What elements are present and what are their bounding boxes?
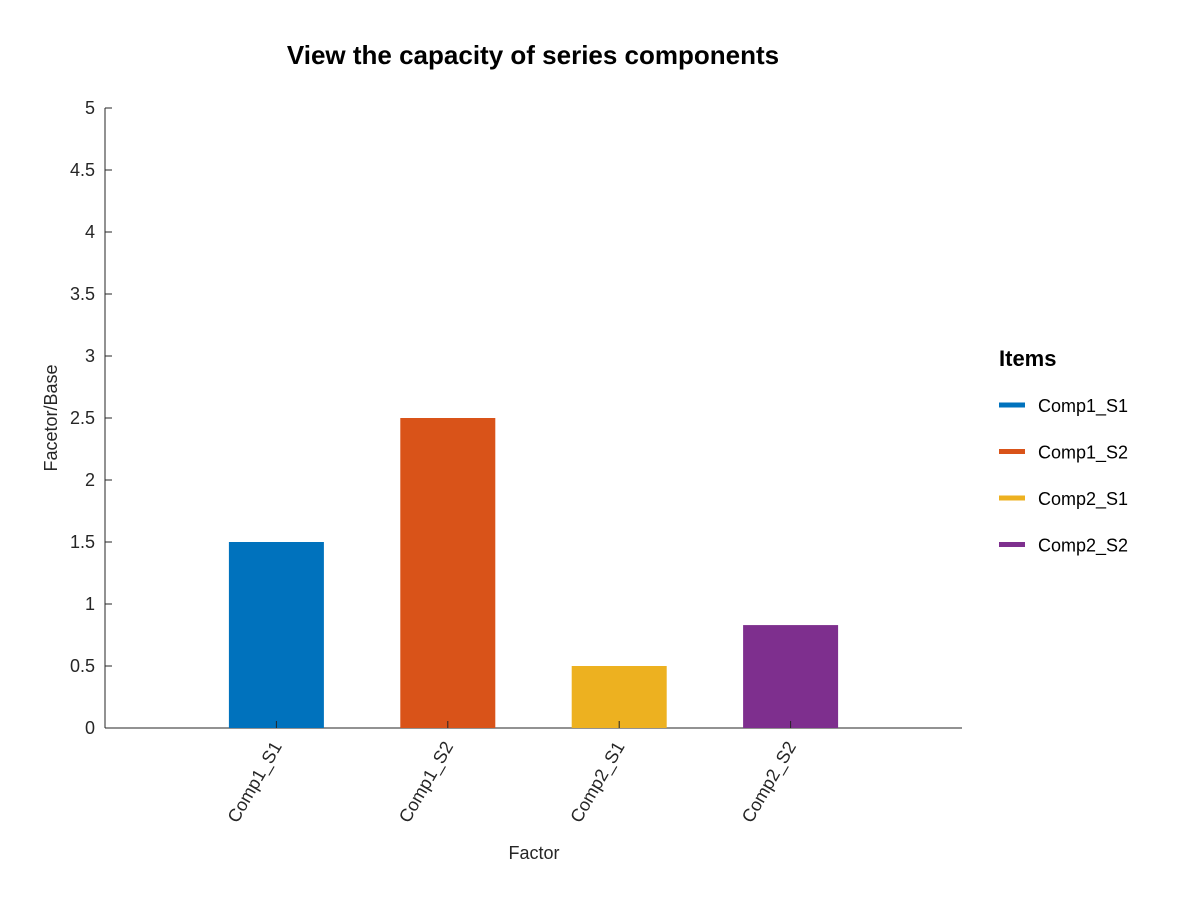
legend: Items Comp1_S1 Comp1_S2 Comp2_S1 Comp2_S2 xyxy=(999,346,1128,557)
x-axis-title: Factor xyxy=(508,843,559,863)
y-tick-label: 0.5 xyxy=(70,656,95,676)
y-tick-label: 4 xyxy=(85,222,95,242)
chart-title: View the capacity of series components xyxy=(287,40,779,70)
y-tick-label: 2 xyxy=(85,470,95,490)
legend-title: Items xyxy=(999,346,1056,371)
legend-label: Comp1_S2 xyxy=(1038,443,1128,464)
legend-label: Comp1_S1 xyxy=(1038,396,1128,417)
y-tick-label: 1.5 xyxy=(70,532,95,552)
y-tick-label: 1 xyxy=(85,594,95,614)
y-tick-label: 5 xyxy=(85,98,95,118)
x-tick-label: Comp2_S1 xyxy=(566,738,629,826)
legend-label: Comp2_S2 xyxy=(1038,536,1128,557)
bar-comp2-s2 xyxy=(743,625,839,728)
x-tick-label: Comp2_S2 xyxy=(738,738,801,826)
y-tick-label: 2.5 xyxy=(70,408,95,428)
y-tick-label: 4.5 xyxy=(70,160,95,180)
x-tick-label: Comp1_S1 xyxy=(224,738,287,826)
bar-comp2-s1 xyxy=(571,666,667,728)
bar-comp1-s1 xyxy=(228,542,324,728)
legend-label: Comp2_S1 xyxy=(1038,489,1128,510)
y-tick-label: 0 xyxy=(85,718,95,738)
y-tick-label: 3.5 xyxy=(70,284,95,304)
plot-area: 0 0.5 1 1.5 2 2.5 3 3.5 4 4.5 5 Comp1_S1 Comp1_S2 Com… xyxy=(70,98,962,826)
y-tick-label: 3 xyxy=(85,346,95,366)
bar-comp1-s2 xyxy=(400,418,496,728)
x-tick-label: Comp1_S2 xyxy=(395,738,458,826)
y-axis-title: Facetor/Base xyxy=(41,364,61,471)
